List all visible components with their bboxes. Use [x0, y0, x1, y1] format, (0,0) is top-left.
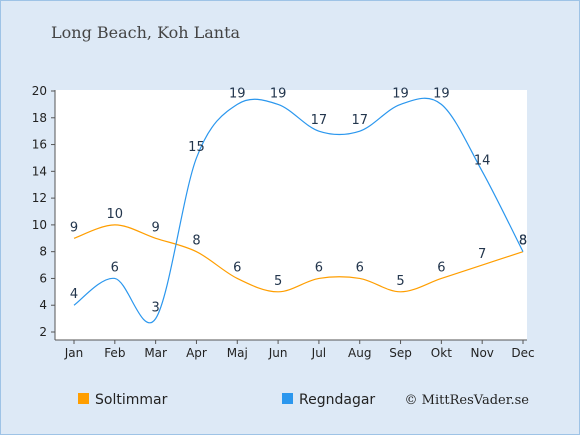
x-tick-label: Jun	[268, 346, 288, 360]
x-tick-label: Aug	[348, 346, 371, 360]
regndagar-legend-label: Regndagar	[299, 392, 375, 408]
regndagar-data-label: 19	[433, 86, 450, 101]
regndagar-data-label: 15	[188, 140, 205, 155]
soltimmar-legend-swatch	[78, 393, 89, 404]
y-tick-label: 2	[39, 325, 47, 339]
regndagar-data-label: 19	[229, 86, 246, 101]
soltimmar-data-label: 9	[70, 220, 78, 235]
soltimmar-data-label: 5	[396, 274, 404, 289]
y-tick-label: 4	[39, 298, 47, 312]
regndagar-data-label: 4	[70, 287, 78, 302]
chart-title: Long Beach, Koh Lanta	[51, 23, 241, 42]
y-tick-label: 16	[32, 138, 47, 152]
regndagar-legend-swatch	[282, 393, 293, 404]
y-tick-label: 18	[32, 111, 47, 125]
soltimmar-data-label: 8	[519, 234, 527, 249]
y-tick-label: 14	[32, 164, 47, 178]
plot-background	[55, 90, 527, 340]
x-tick-label: Okt	[431, 346, 452, 360]
regndagar-data-label: 19	[270, 86, 287, 101]
regndagar-data-label: 3	[151, 301, 159, 316]
soltimmar-legend-label: Soltimmar	[95, 392, 168, 408]
x-tick-label: Nov	[470, 346, 493, 360]
regndagar-data-label: 8	[519, 234, 527, 249]
soltimmar-data-label: 5	[274, 274, 282, 289]
x-tick-label: Jan	[64, 346, 84, 360]
x-tick-label: Sep	[389, 346, 412, 360]
x-tick-label: Maj	[227, 346, 248, 360]
x-tick-label: Dec	[511, 346, 534, 360]
credit-text: © MittResVader.se	[405, 393, 530, 408]
soltimmar-data-label: 6	[315, 260, 323, 275]
soltimmar-data-label: 6	[356, 260, 364, 275]
y-tick-label: 6	[39, 271, 47, 285]
regndagar-series-line	[73, 97, 524, 324]
legend: Soltimmar Regndagar	[78, 392, 375, 408]
soltimmar-data-label: 6	[233, 260, 241, 275]
soltimmar-data-label: 6	[437, 260, 445, 275]
regndagar-data-label: 19	[392, 86, 409, 101]
soltimmar-series-line	[73, 224, 524, 293]
y-tick-label: 20	[32, 84, 47, 98]
regndagar-data-label: 14	[474, 153, 491, 168]
x-tick-label: Mar	[144, 346, 167, 360]
regndagar-data-label: 17	[311, 113, 328, 128]
y-tick-label: 10	[32, 218, 47, 232]
regndagar-data-label: 6	[111, 260, 119, 275]
soltimmar-data-label: 8	[192, 234, 200, 249]
regndagar-data-label: 17	[351, 113, 368, 128]
y-tick-label: 8	[39, 245, 47, 259]
soltimmar-data-label: 7	[478, 247, 486, 262]
soltimmar-data-label: 10	[107, 207, 124, 222]
soltimmar-data-label: 9	[151, 220, 159, 235]
x-tick-label: Feb	[104, 346, 125, 360]
axes: 2 4 6 8 10 12 14 16 18 20 Jan Feb Mar Apr Maj Jun Jul Aug…	[32, 84, 535, 360]
y-tick-label: 12	[32, 191, 47, 205]
x-tick-label: Apr	[186, 346, 207, 360]
x-tick-label: Jul	[311, 346, 326, 360]
